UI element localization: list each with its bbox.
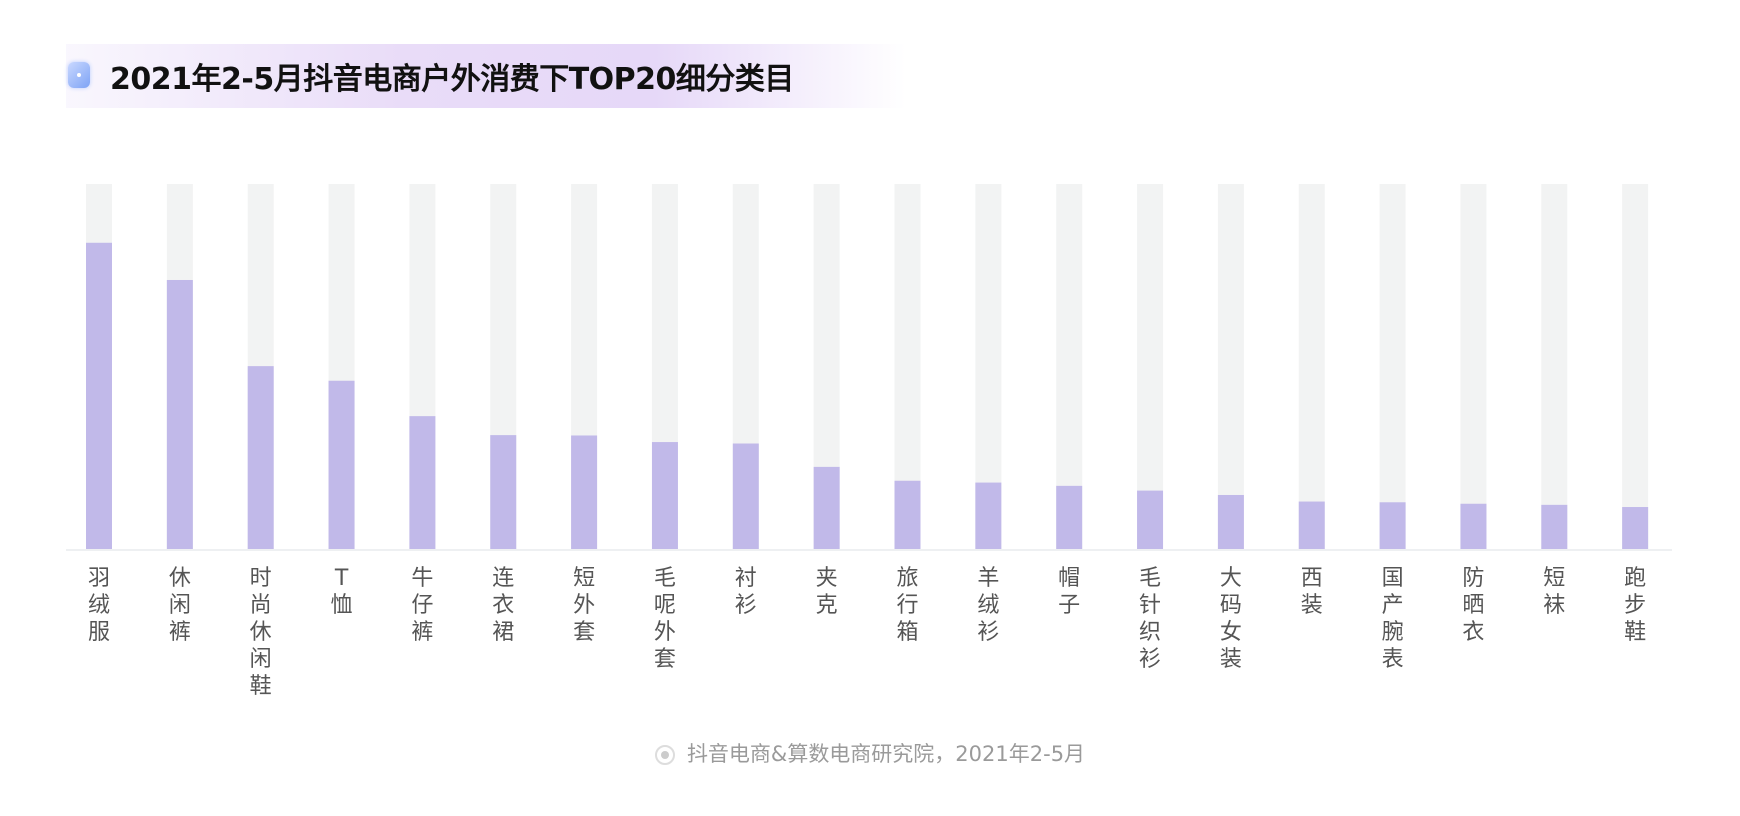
chart-title: 2021年2-5月抖音电商户外消费下TOP20细分类目 — [110, 62, 794, 97]
x-tick-label: 衬衫 — [734, 566, 757, 618]
bar — [409, 416, 436, 549]
x-tick-label: 毛针织衫 — [1139, 566, 1162, 672]
x-tick-label: T恤 — [330, 566, 353, 618]
bar — [894, 480, 921, 549]
x-tick-label: 牛仔裤 — [411, 566, 434, 645]
x-tick-label: 防晒衣 — [1462, 566, 1485, 645]
x-tick-label: 连衣裙 — [492, 566, 515, 645]
x-tick-label: 国产腕表 — [1381, 566, 1404, 672]
x-tick-label: 短袜 — [1543, 566, 1566, 618]
x-tick-label: 毛呢外套 — [653, 566, 676, 672]
bar — [1460, 503, 1487, 549]
title-band — [66, 44, 906, 108]
bar — [86, 242, 112, 549]
source-text: 抖音电商&算数电商研究院，2021年2-5月 — [686, 742, 1086, 766]
source-footer: 抖音电商&算数电商研究院，2021年2-5月 — [0, 738, 1740, 768]
bar — [1379, 502, 1406, 549]
bar — [490, 435, 517, 549]
bar-track — [1217, 184, 1244, 549]
x-tick-label: 大码女装 — [1219, 566, 1242, 672]
x-tick-label: 帽子 — [1058, 566, 1081, 618]
bar — [247, 366, 274, 549]
x-tick-label: 时尚休闲鞋 — [249, 566, 272, 699]
bar-track — [1137, 184, 1164, 549]
bar-track — [1298, 184, 1325, 549]
x-tick-label: 休闲裤 — [168, 566, 191, 645]
bar — [1217, 494, 1244, 549]
bar-track — [1379, 184, 1406, 549]
bar — [1298, 501, 1325, 549]
x-tick-label: 夹克 — [815, 566, 838, 618]
bar — [1541, 504, 1568, 549]
bar — [732, 443, 759, 549]
bar — [975, 482, 1002, 549]
x-tick-label: 羽绒服 — [87, 566, 110, 645]
bar — [328, 380, 355, 549]
x-tick-label: 西装 — [1300, 566, 1323, 618]
x-tick-label: 短外套 — [573, 566, 596, 645]
bar — [651, 442, 678, 549]
title-bullet-icon — [68, 62, 90, 88]
bar — [1137, 490, 1164, 549]
x-tick-label: 旅行箱 — [896, 566, 919, 645]
bar — [166, 279, 193, 549]
bar-track — [1460, 184, 1487, 549]
bar — [1056, 485, 1083, 549]
bar — [813, 466, 840, 549]
x-tick-label: 跑步鞋 — [1624, 566, 1647, 645]
bar-track — [1622, 184, 1649, 549]
bar — [1622, 507, 1649, 549]
bar-track — [1541, 184, 1568, 549]
bar — [571, 435, 598, 549]
source-icon — [654, 745, 675, 765]
x-tick-label: 羊绒衫 — [977, 566, 1000, 645]
